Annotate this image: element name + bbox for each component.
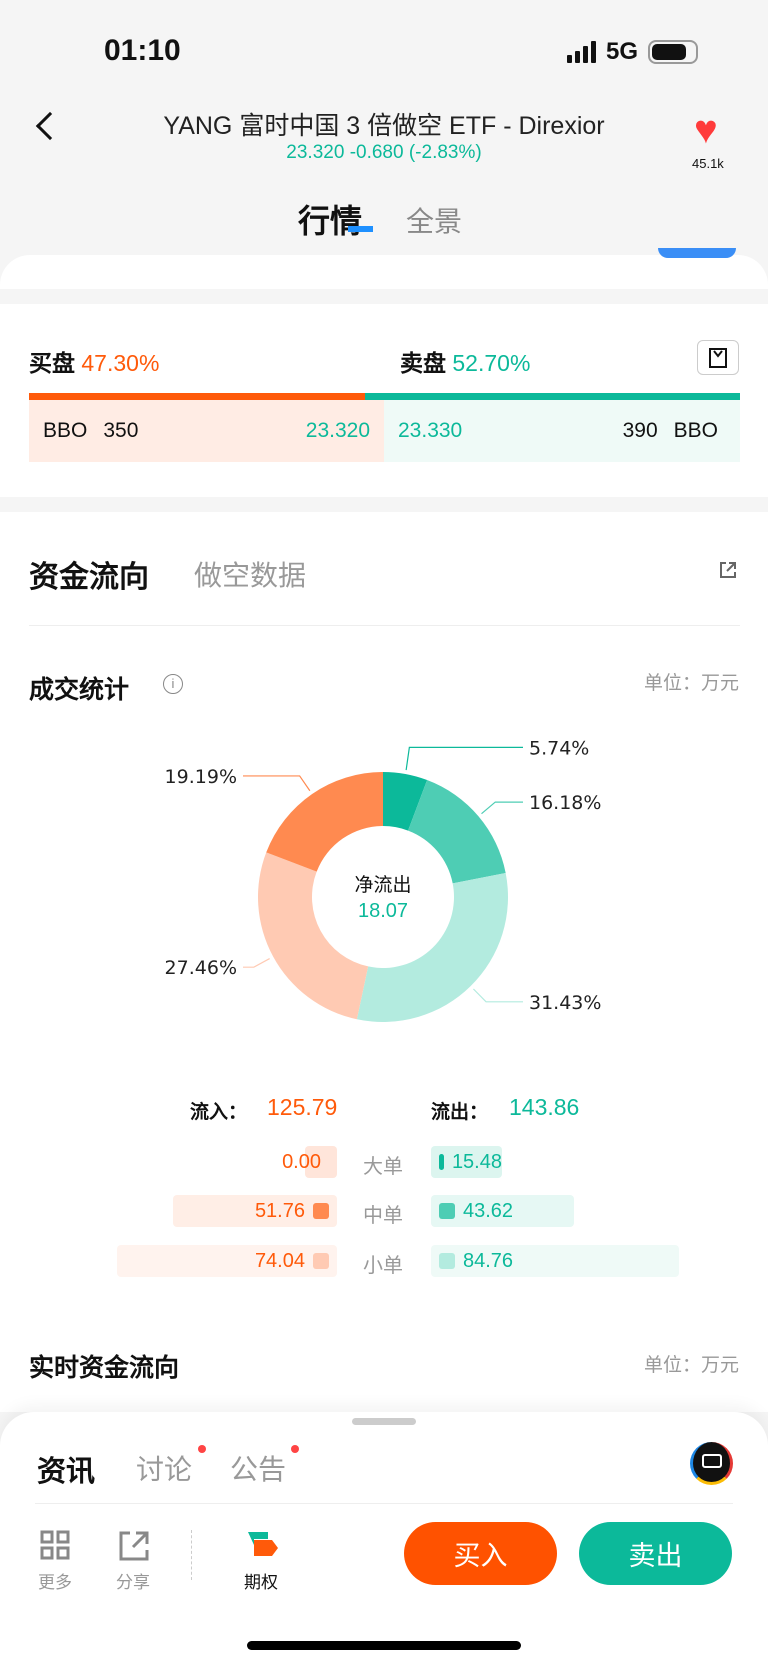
notification-dot [198,1445,206,1453]
favorite-count: 45.1k [692,156,724,171]
buy-button[interactable]: 买入 [404,1522,557,1585]
donut-leader-line [243,958,270,968]
page-title: YANG 富时中国 3 倍做空 ETF - Direxior [163,112,605,140]
donut-leader-line [481,801,523,815]
heart-icon[interactable]: ♥ [694,108,718,152]
tab-overview[interactable]: 全景 [406,206,463,237]
outflow-label: 流出： [431,1102,489,1123]
options-label[interactable]: 期权 [244,1573,278,1592]
ask-ratio-bar [365,393,740,400]
blue-button-edge[interactable] [658,248,736,258]
bag-button[interactable] [697,340,739,375]
external-link-icon[interactable] [718,560,738,580]
ask-label: 卖盘 52.70% [400,350,531,376]
outflow-value: 143.86 [509,1094,580,1120]
row-label-large: 大单 [363,1156,403,1178]
ask-row: 23.330 390 BBO [384,400,740,462]
donut-slice-label: 5.74% [529,737,589,759]
outflow-bar-medium: 43.62 [431,1195,574,1227]
share-label[interactable]: 分享 [116,1573,150,1592]
notification-dot [291,1445,299,1453]
ask-source: BBO [673,419,718,442]
tab-market[interactable]: 行情 [298,203,363,239]
bid-ratio-bar [29,393,365,400]
divider [29,625,740,626]
realtime-title: 实时资金流向 [29,1354,180,1382]
outflow-bar-large: 15.48 [431,1146,502,1178]
outflow-bar-small: 84.76 [431,1245,679,1277]
realtime-unit: 单位：万元 [643,1355,739,1376]
donut-leader-line [473,988,523,1003]
tab-announcement[interactable]: 公告 [230,1454,287,1485]
donut-slice [356,872,508,1022]
capital-card: 资金流向 做空数据 成交统计 i 单位：万元 5.74% 16.18% 31.43%… [0,512,768,1412]
donut-slice-label: 31.43% [529,992,601,1014]
inflow-bar-large: 0.00 [282,1146,337,1178]
bid-label: 买盘 47.30% [29,350,160,376]
inflow-bar-medium: 51.76 [173,1195,337,1227]
signal-icon [566,41,596,63]
tab-short-data[interactable]: 做空数据 [194,560,307,591]
network-label: 5G [605,38,638,65]
tab-indicator [348,226,373,232]
donut-center-label: 净流出 [354,875,412,896]
donut-slice [266,772,383,872]
tab-discussion[interactable]: 讨论 [136,1454,193,1485]
donut-leader-line [405,746,523,771]
share-icon[interactable] [118,1530,150,1562]
inflow-value: 125.79 [267,1094,338,1120]
battery-icon [648,40,698,64]
divider [35,1503,733,1504]
quote-summary: 23.320 -0.680 (-2.83%) [286,142,482,163]
options-icon[interactable] [244,1530,280,1562]
ask-price: 23.330 [398,419,463,442]
home-indicator [247,1641,521,1650]
flow-donut-chart: 5.74% 16.18% 31.43% 27.46% 19.19% [165,737,601,1022]
donut-slice [383,772,428,831]
inflow-bar-small: 74.04 [117,1245,337,1277]
donut-slice-label: 19.19% [165,766,237,788]
donut-slice [408,780,506,884]
robot-assistant-icon[interactable] [690,1442,733,1485]
sheet-handle[interactable] [352,1418,416,1425]
more-label[interactable]: 更多 [38,1573,72,1592]
donut-center-value: 18.07 [357,900,409,922]
donut-leader-line [243,775,311,792]
row-label-medium: 中单 [363,1205,403,1227]
bottom-sheet: 资讯 讨论 公告 更多 分享 期权 买入 卖出 [0,1412,768,1665]
ask-size: 390 [622,419,658,442]
unit-label: 单位：万元 [643,673,739,694]
grid-icon[interactable] [40,1530,70,1560]
bid-size: 350 [103,419,139,442]
status-icons: 5G [566,38,698,66]
card-top [0,255,768,289]
info-icon[interactable]: i [163,674,183,694]
orderbook-card: 买盘 47.30% 卖盘 52.70% BBO 350 23.320 23.330… [0,304,768,497]
sell-button[interactable]: 卖出 [579,1522,732,1585]
tab-capital-flow[interactable]: 资金流向 [29,561,149,594]
bid-row: BBO 350 23.320 [29,400,384,462]
inflow-label: 流入： [190,1102,248,1123]
donut-slice-label: 27.46% [165,957,237,979]
bag-icon [709,347,727,368]
divider [191,1530,192,1580]
bid-price: 23.320 [305,419,370,442]
tab-news[interactable]: 资讯 [37,1456,96,1488]
stats-title: 成交统计 [29,676,130,704]
status-time: 01:10 [104,34,181,67]
donut-slice [258,852,369,1020]
donut-slice-label: 16.18% [529,792,601,814]
bid-source: BBO [43,419,88,442]
row-label-small: 小单 [363,1255,403,1277]
